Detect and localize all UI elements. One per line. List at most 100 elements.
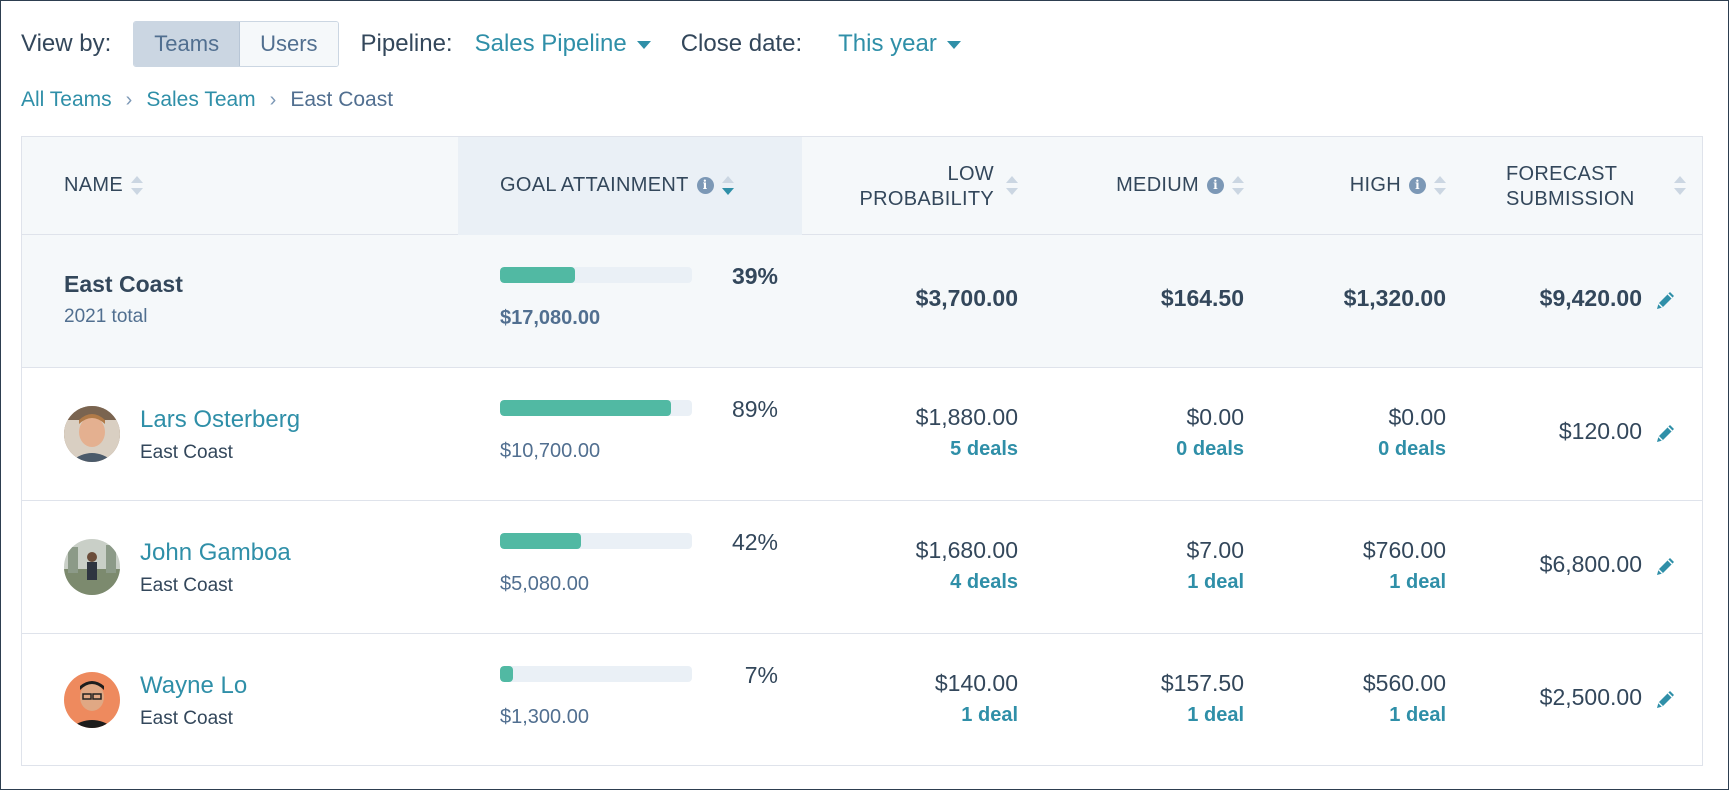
pipeline-dropdown[interactable]: Sales Pipeline xyxy=(475,30,651,58)
table-row: Wayne Lo East Coast 7% $1,300.00 $140.00… xyxy=(22,634,1702,767)
view-teams-button[interactable]: Teams xyxy=(134,22,241,66)
info-icon[interactable]: i xyxy=(696,177,714,195)
goal-percent: 39% xyxy=(731,263,778,289)
user-team: East Coast xyxy=(140,708,233,729)
filter-bar: View by: Teams Users Pipeline: Sales Pip… xyxy=(21,21,991,67)
user-name-link[interactable]: Wayne Lo xyxy=(140,672,248,699)
close-date-dropdown[interactable]: This year xyxy=(838,30,961,58)
edit-pencil-icon[interactable] xyxy=(1654,421,1678,445)
user-name-cell: John Gamboa East Coast xyxy=(140,539,291,597)
low-probability-value: $3,700.00 xyxy=(915,285,1018,311)
total-row: East Coast 2021 total 39% $17,080.00 $3,… xyxy=(22,235,1702,368)
medium-value: $0.00 xyxy=(1186,404,1244,430)
goal-progress-bar xyxy=(500,533,692,549)
low-probability-deals-link[interactable]: 1 deal xyxy=(961,704,1018,726)
view-users-button[interactable]: Users xyxy=(240,22,338,66)
goal-header-label: GOAL ATTAINMENT xyxy=(500,174,689,196)
low-probability-deals-link[interactable]: 4 deals xyxy=(950,571,1018,593)
goal-column-highlight xyxy=(458,137,802,235)
goal-progress-fill xyxy=(500,666,514,682)
forecast-value: $9,420.00 xyxy=(1539,285,1642,311)
goal-progress-fill xyxy=(500,267,575,283)
medium-deals-link[interactable]: 1 deal xyxy=(1187,571,1244,593)
low-header-line1: LOW xyxy=(947,163,994,185)
view-by-toggle: Teams Users xyxy=(133,21,339,67)
forecast-header-line1: FORECAST xyxy=(1506,163,1618,185)
avatar xyxy=(64,539,120,595)
goal-percent: 89% xyxy=(731,396,778,422)
forecast-table: NAME GOAL ATTAINMENT i LOW PROBABILITY ME… xyxy=(21,136,1703,766)
edit-pencil-icon[interactable] xyxy=(1654,687,1678,711)
low-probability-column-header[interactable]: LOW PROBABILITY xyxy=(812,162,1018,212)
avatar xyxy=(64,672,120,728)
low-probability-value: $1,680.00 xyxy=(915,537,1018,563)
user-name-link[interactable]: John Gamboa xyxy=(140,539,291,566)
high-value: $560.00 xyxy=(1362,670,1446,696)
pipeline-value: Sales Pipeline xyxy=(474,30,627,57)
user-team: East Coast xyxy=(140,575,233,596)
goal-column-header[interactable]: GOAL ATTAINMENT i xyxy=(500,173,734,198)
goal-amount: $10,700.00 xyxy=(500,440,601,462)
name-header-label: NAME xyxy=(64,174,123,196)
breadcrumb-all-teams[interactable]: All Teams xyxy=(21,88,112,111)
low-probability-value: $1,880.00 xyxy=(915,404,1018,430)
breadcrumb-separator: › xyxy=(269,88,277,111)
low-probability-value: $140.00 xyxy=(934,670,1018,696)
low-header-line2: PROBABILITY xyxy=(859,188,994,210)
goal-percent: 42% xyxy=(731,529,778,555)
breadcrumb-separator: › xyxy=(125,88,133,111)
medium-column-header[interactable]: MEDIUM i xyxy=(1032,173,1244,198)
close-date-value: This year xyxy=(838,30,937,57)
medium-deals-link[interactable]: 0 deals xyxy=(1176,438,1244,460)
forecast-value: $6,800.00 xyxy=(1539,551,1642,577)
user-team: East Coast xyxy=(140,442,233,463)
table-row: John Gamboa East Coast 42% $5,080.00 $1,… xyxy=(22,501,1702,634)
info-icon[interactable]: i xyxy=(1207,177,1224,195)
total-name: East Coast xyxy=(64,271,183,297)
high-column-header[interactable]: HIGH i xyxy=(1252,173,1446,198)
goal-progress-bar xyxy=(500,400,692,416)
chevron-down-icon xyxy=(946,41,961,49)
view-by-label: View by: xyxy=(21,30,112,57)
medium-value: $164.50 xyxy=(1160,285,1244,311)
sort-icon xyxy=(1434,174,1446,198)
sort-icon xyxy=(130,174,143,198)
avatar xyxy=(64,406,120,462)
chevron-down-icon xyxy=(636,41,651,49)
sort-icon xyxy=(1232,174,1244,198)
total-name-cell: East Coast 2021 total xyxy=(64,271,183,328)
sort-icon xyxy=(1674,174,1686,198)
user-name-cell: Wayne Lo East Coast xyxy=(140,672,247,730)
high-deals-link[interactable]: 0 deals xyxy=(1378,438,1446,460)
breadcrumb-current: East Coast xyxy=(290,88,394,111)
high-value: $1,320.00 xyxy=(1343,285,1446,311)
edit-pencil-icon[interactable] xyxy=(1654,554,1678,578)
high-value: $0.00 xyxy=(1388,404,1446,430)
medium-deals-link[interactable]: 1 deal xyxy=(1187,704,1244,726)
low-probability-deals-link[interactable]: 5 deals xyxy=(950,438,1018,460)
medium-value: $157.50 xyxy=(1160,670,1244,696)
info-icon[interactable]: i xyxy=(1409,177,1426,195)
total-sub: 2021 total xyxy=(64,306,148,327)
high-deals-link[interactable]: 1 deal xyxy=(1389,571,1446,593)
forecast-column-header[interactable]: FORECAST SUBMISSION xyxy=(1506,162,1696,212)
goal-amount: $5,080.00 xyxy=(500,573,589,595)
edit-pencil-icon[interactable] xyxy=(1654,288,1678,312)
high-deals-link[interactable]: 1 deal xyxy=(1389,704,1446,726)
forecast-value: $120.00 xyxy=(1558,418,1642,444)
goal-progress-fill xyxy=(500,533,581,549)
user-name-link[interactable]: Lars Osterberg xyxy=(140,406,301,433)
high-header-label: HIGH xyxy=(1349,174,1401,196)
goal-progress-bar xyxy=(500,267,692,283)
medium-header-label: MEDIUM xyxy=(1116,174,1199,196)
breadcrumb-sales-team[interactable]: Sales Team xyxy=(146,88,256,111)
user-name-cell: Lars Osterberg East Coast xyxy=(140,406,300,464)
goal-progress-fill xyxy=(500,400,671,416)
sort-desc-icon xyxy=(721,174,734,198)
goal-amount: $17,080.00 xyxy=(500,307,601,329)
table-row: Lars Osterberg East Coast 89% $10,700.00… xyxy=(22,368,1702,501)
name-column-header[interactable]: NAME xyxy=(64,173,143,198)
high-value: $760.00 xyxy=(1362,537,1446,563)
goal-progress-bar xyxy=(500,666,692,682)
